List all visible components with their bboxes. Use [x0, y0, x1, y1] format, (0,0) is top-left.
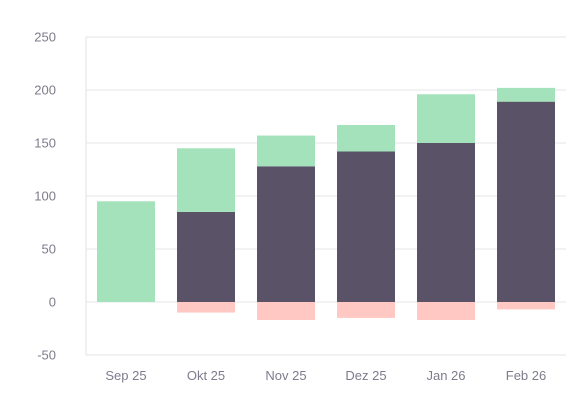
bar-segment-s1-0 [97, 201, 155, 302]
y-axis-ticks: -50 0 50 100 150 200 250 [34, 30, 56, 363]
x-tick-label: Sep 25 [105, 368, 146, 383]
y-tick-label: 250 [34, 30, 56, 45]
bar-segment-s1-1 [177, 148, 235, 212]
bar-segment-s2-4 [417, 302, 475, 321]
y-tick-label: 50 [42, 242, 56, 257]
bar-segment-s0-4 [417, 143, 475, 302]
bar-segment-s0-1 [177, 211, 235, 302]
bar-segment-s1-4 [417, 94, 475, 143]
y-tick-label: 150 [34, 136, 56, 151]
x-tick-label: Jan 26 [426, 368, 465, 383]
bar-segment-s1-5 [497, 87, 555, 102]
bar-segment-s1-2 [257, 135, 315, 167]
grid-lines [85, 36, 566, 356]
y-tick-label: 0 [49, 295, 56, 310]
bar-segment-s2-5 [497, 302, 555, 310]
bar-segment-s0-2 [257, 166, 315, 302]
bar-segment-s2-1 [177, 302, 235, 313]
x-axis-ticks: Sep 25 Okt 25 Nov 25 Dez 25 Jan 26 Feb 26 [105, 368, 546, 383]
x-tick-label: Dez 25 [345, 368, 386, 383]
bars [97, 87, 555, 321]
y-tick-label: -50 [37, 348, 56, 363]
x-tick-label: Feb 26 [506, 368, 546, 383]
y-tick-label: 100 [34, 189, 56, 204]
bar-segment-s1-3 [337, 124, 395, 152]
x-tick-label: Okt 25 [187, 368, 225, 383]
y-tick-label: 200 [34, 83, 56, 98]
x-tick-label: Nov 25 [265, 368, 306, 383]
bar-segment-s2-3 [337, 302, 395, 318]
bar-segment-s0-3 [337, 151, 395, 302]
bar-segment-s0-5 [497, 101, 555, 302]
bar-segment-s2-2 [257, 302, 315, 321]
